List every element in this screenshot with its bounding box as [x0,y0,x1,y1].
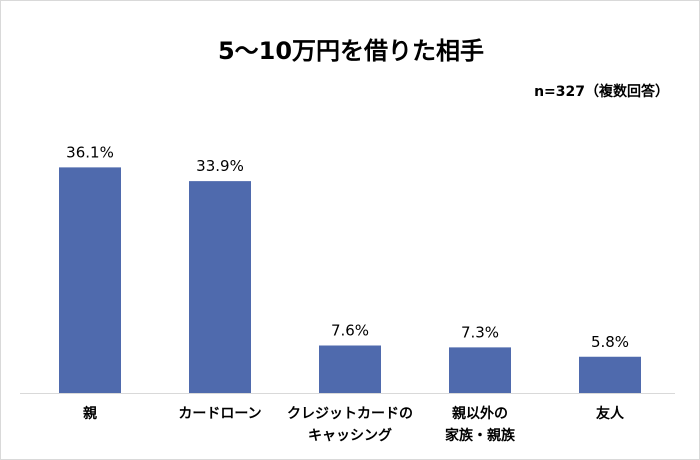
category-label-line: 友人 [596,406,624,422]
category-label-line: カードローン [178,406,262,422]
data-label-3: 7.6% [331,322,369,340]
category-label-line: 親以外の [452,406,508,422]
bar-2 [189,181,251,393]
category-label-line: キャッシング [308,428,392,444]
category-label-3: クレジットカードの キャッシング [285,403,415,447]
bar-4 [449,347,511,393]
category-label-4: 親以外の 家族・親族 [415,403,545,447]
bar-3 [319,345,381,393]
category-label-line: クレジットカードの [287,406,413,422]
data-label-5: 5.8% [591,333,629,351]
bar-5 [579,356,641,393]
category-label-line: 親 [83,406,97,422]
category-label-line: 家族・親族 [445,428,515,444]
data-label-2: 33.9% [196,157,244,175]
category-label-5: 友人 [545,403,675,425]
category-label-2: カードローン [155,403,285,425]
data-label-4: 7.3% [461,323,499,341]
data-label-1: 36.1% [66,143,114,161]
bar-1 [59,167,121,393]
sample-size-note: n=327（複数回答） [534,84,669,100]
chart-title: 5～10万円を借りた相手 [217,37,485,65]
category-label-1: 親 [25,403,155,425]
